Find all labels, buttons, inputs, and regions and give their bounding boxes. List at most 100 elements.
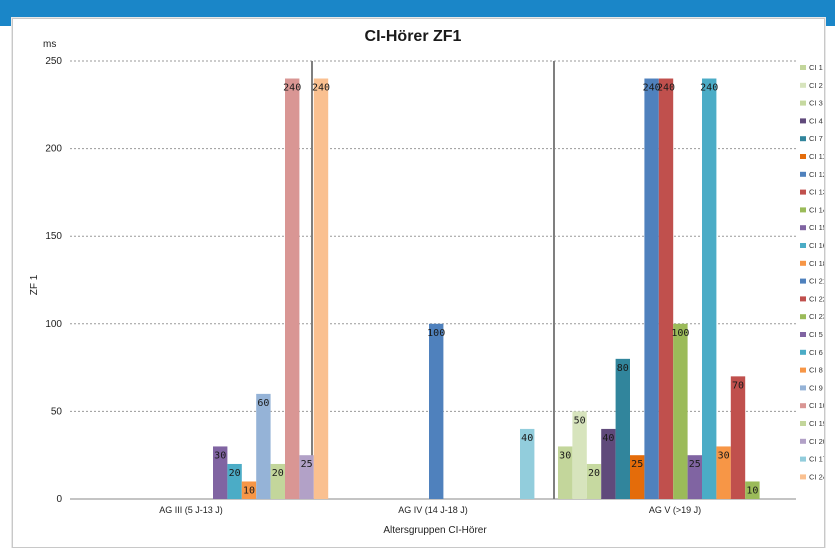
data-label: 30 [214,450,226,461]
legend-swatch [800,367,806,373]
legend-entry: CI 2 [809,81,823,90]
bar-ci-5 [213,446,228,499]
legend-entry: CI 12 [809,170,824,179]
legend-swatch [800,100,806,106]
bar-ci-23 [745,481,760,499]
category-label: AG III (5 J-13 J) [159,505,223,515]
category-label: AG V (>19 J) [649,505,701,515]
legend-swatch [800,332,806,337]
y-tick-label: 200 [45,144,62,155]
bar-ci-8 [241,481,257,499]
legend-entry: CI 24 [809,472,824,481]
legend-entry: CI 10 [809,401,824,410]
labels-layer: 3020106020240252401004030502040802524024… [214,83,758,497]
legend-swatch [800,296,806,302]
chart: CI-Hörer ZF1 ms ZF 1 Altersgruppen CI-Hö… [29,28,824,536]
y-tick-label: 150 [45,231,62,242]
data-label: 240 [657,83,675,94]
bar-ci-1 [558,446,573,499]
legend-swatch [800,207,806,213]
legend-swatch [800,65,806,70]
legend-swatch [800,421,806,426]
legend-swatch [800,243,806,248]
legend-entry: CI 6 [809,348,823,357]
legend: CI 1 CI 2 CI 3 CI 4 CI 7 CI 11 CI 12 CI 13 CI 14… [800,63,824,481]
bar-ci-4 [601,428,616,499]
data-label: 20 [272,468,284,479]
y-axis-unit: ms [43,39,56,50]
bar-ci-15 [687,455,702,499]
data-label: 40 [602,433,614,444]
data-label: 10 [243,485,255,496]
legend-entry: CI 21 [809,277,824,286]
x-axis-label: Altersgruppen CI-Hörer [383,525,487,536]
legend-swatch [800,171,806,177]
legend-entry: CI 20 [809,437,824,446]
bar-ci-3 [586,463,602,499]
bar-ci-2 [572,411,587,499]
data-label: 25 [689,459,701,470]
legend-entry: CI 17 [809,455,824,464]
legend-entry: CI 22 [809,294,824,303]
data-label: 240 [312,83,330,94]
legend-swatch [800,154,806,159]
chart-card: CI-Hörer ZF1 ms ZF 1 Altersgruppen CI-Hö… [12,18,825,548]
data-label: 100 [671,328,689,339]
legend-entry: CI 1 [809,63,823,72]
bar-ci-20 [299,455,314,499]
legend-entry: CI 18 [809,259,824,268]
category-label: AG IV (14 J-18 J) [398,505,468,515]
legend-entry: CI 19 [809,419,824,428]
data-label: 20 [588,468,600,479]
legend-entry: CI 13 [809,188,824,197]
data-label: 30 [718,450,730,461]
legend-entry: CI 15 [809,223,824,232]
data-label: 240 [643,83,661,94]
y-tick-label: 0 [56,494,62,505]
data-label: 70 [732,380,744,391]
bar-ci-24 [313,78,329,499]
legend-entry: CI 5 [809,330,823,339]
bar-ci-16 [702,78,717,499]
legend-entry: CI 4 [809,116,823,125]
bar-ci-18 [716,446,731,499]
bar-ci-14 [673,323,688,499]
bar-ci-7 [615,358,630,499]
legend-swatch [800,136,806,142]
y-axis-label: ZF 1 [29,274,40,295]
y-tick-label: 250 [45,56,62,67]
legend-entry: CI 9 [809,383,823,392]
bar-ci-6 [227,463,242,499]
bar-ci-10 [285,78,300,499]
legend-swatch [800,403,806,409]
data-label: 30 [559,450,571,461]
bars-layer [213,78,760,499]
bar-ci-17 [520,428,535,499]
legend-swatch [800,456,806,462]
legend-entry: CI 11 [809,152,824,161]
legend-entry: CI 8 [809,366,823,375]
data-label: 20 [229,468,241,479]
data-label: 80 [617,363,629,374]
legend-swatch [800,278,806,284]
legend-swatch [800,118,806,124]
data-label: 60 [257,398,269,409]
bar-ci-12 [644,78,659,499]
legend-swatch [800,438,806,444]
data-label: 25 [631,459,643,470]
data-label: 240 [283,83,301,94]
data-label: 10 [746,485,758,496]
bar-ci-13 [658,78,674,499]
data-label: 25 [301,459,313,470]
data-label: 50 [574,415,586,426]
legend-swatch [800,260,806,266]
data-label: 240 [700,83,718,94]
legend-swatch [800,314,806,320]
y-tick-label: 50 [51,406,63,417]
legend-entry: CI 7 [809,134,823,143]
data-label: 40 [521,433,533,444]
bar-ci-9 [256,393,271,499]
legend-entry: CI 3 [809,99,823,108]
legend-entry: CI 23 [809,312,824,321]
legend-entry: CI 14 [809,205,824,214]
